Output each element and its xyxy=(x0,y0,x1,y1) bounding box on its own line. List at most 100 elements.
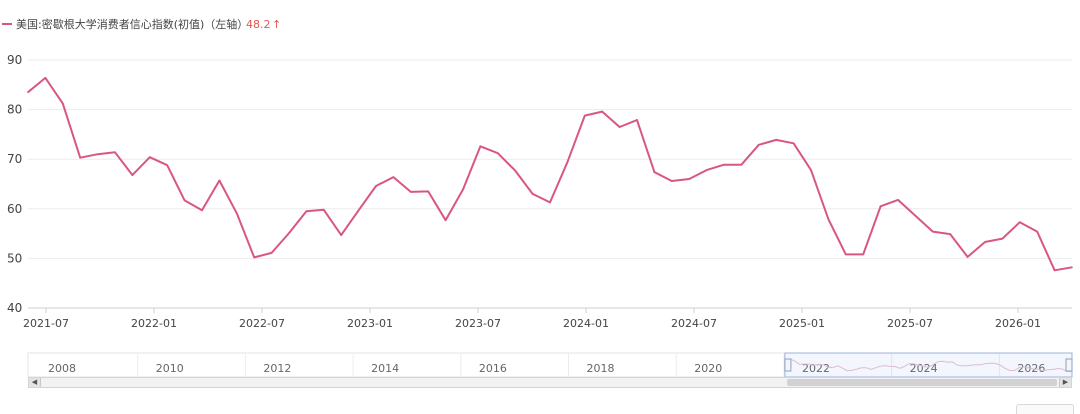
data-point[interactable] xyxy=(1019,221,1021,223)
data-point[interactable] xyxy=(27,91,29,94)
data-point[interactable] xyxy=(183,199,186,202)
legend-latest-value: 48.2 xyxy=(246,18,271,31)
legend-series-label[interactable]: 美国:密歇根大学消费者信心指数(初值)（左轴） xyxy=(16,17,248,31)
data-point[interactable] xyxy=(427,190,430,193)
data-point[interactable] xyxy=(775,139,777,141)
y-tick-label: 80 xyxy=(7,103,22,117)
navigator-year-label: 2018 xyxy=(587,362,615,375)
data-point[interactable] xyxy=(601,110,603,113)
data-point[interactable] xyxy=(653,171,656,173)
data-point[interactable] xyxy=(984,241,986,243)
data-point[interactable] xyxy=(636,119,638,121)
x-axis: 2021-07 2022-01 2022-07 2023-01 2023-07 2024-… xyxy=(23,308,1041,330)
data-point[interactable] xyxy=(166,164,168,166)
data-point[interactable] xyxy=(549,201,551,204)
bottom-tab[interactable] xyxy=(1016,404,1074,414)
data-point[interactable] xyxy=(758,144,760,146)
scroll-right-arrow-icon[interactable]: ▶ xyxy=(1059,378,1071,387)
data-point[interactable] xyxy=(932,230,934,233)
series-line[interactable] xyxy=(27,76,1073,272)
data-point[interactable] xyxy=(879,205,882,208)
data-point[interactable] xyxy=(618,126,621,128)
data-point[interactable] xyxy=(723,163,725,166)
y-tick-label: 90 xyxy=(7,53,22,67)
y-tick-label: 50 xyxy=(7,251,22,265)
legend[interactable]: 美国:密歇根大学消费者信心指数(初值)（左轴） 48.2 ↑ xyxy=(2,17,281,31)
data-point[interactable] xyxy=(514,169,516,172)
navigator[interactable]: 2008 2010 2012 2014 2016 2018 2020 2022 2024 2026 xyxy=(27,352,1073,378)
navigator-frame xyxy=(27,352,1073,378)
data-point[interactable] xyxy=(375,185,377,187)
x-tick-label: 2022-01 xyxy=(131,317,177,330)
navigator-year-label: 2024 xyxy=(910,362,938,375)
y-axis-ticks: 40 50 60 70 80 90 xyxy=(7,53,22,315)
data-point[interactable] xyxy=(357,209,360,212)
y-tick-label: 60 xyxy=(7,202,22,216)
data-point[interactable] xyxy=(270,252,273,254)
navigator-year-label: 2012 xyxy=(263,362,291,375)
data-point[interactable] xyxy=(914,214,917,217)
data-point[interactable] xyxy=(1036,230,1038,233)
navigator-scrollbar[interactable]: ◀ ▶ xyxy=(28,377,1072,388)
data-point[interactable] xyxy=(236,212,238,215)
x-tick-label: 2024-01 xyxy=(563,317,609,330)
data-point[interactable] xyxy=(131,174,134,176)
x-tick-label: 2022-07 xyxy=(239,317,285,330)
data-point[interactable] xyxy=(531,193,534,195)
data-point[interactable] xyxy=(410,191,412,193)
navigator-handle[interactable] xyxy=(784,358,792,372)
data-point[interactable] xyxy=(62,102,64,105)
navigator-year-label: 2008 xyxy=(48,362,76,375)
data-point[interactable] xyxy=(1001,237,1004,240)
series-layer[interactable] xyxy=(27,76,1073,272)
data-point[interactable] xyxy=(444,219,447,222)
data-point[interactable] xyxy=(96,153,99,156)
data-point[interactable] xyxy=(79,156,81,159)
data-point[interactable] xyxy=(566,161,569,163)
data-point[interactable] xyxy=(497,152,499,155)
data-point[interactable] xyxy=(1053,269,1056,272)
data-point[interactable] xyxy=(827,218,830,221)
x-tick-label: 2023-01 xyxy=(347,317,393,330)
data-point[interactable] xyxy=(862,253,864,256)
gridlines xyxy=(28,59,1072,309)
x-tick-label: 2025-01 xyxy=(779,317,825,330)
data-point[interactable] xyxy=(305,210,308,213)
data-point[interactable] xyxy=(584,114,586,117)
data-point[interactable] xyxy=(949,233,951,235)
data-point[interactable] xyxy=(688,178,690,180)
data-point[interactable] xyxy=(705,169,708,171)
data-point[interactable] xyxy=(810,169,812,171)
data-point[interactable] xyxy=(1071,266,1073,269)
data-point[interactable] xyxy=(149,156,151,159)
data-point[interactable] xyxy=(340,234,343,236)
data-point[interactable] xyxy=(845,253,847,256)
data-point[interactable] xyxy=(323,208,325,211)
x-tick-label: 2025-07 xyxy=(887,317,933,330)
navigator-mini-series xyxy=(784,358,1073,373)
data-point[interactable] xyxy=(201,209,203,212)
data-point[interactable] xyxy=(288,232,290,234)
data-point[interactable] xyxy=(218,179,221,182)
x-tick-label: 2021-07 xyxy=(23,317,69,330)
scroll-left-arrow-icon[interactable]: ◀ xyxy=(29,378,41,387)
data-point[interactable] xyxy=(114,151,116,154)
data-point[interactable] xyxy=(966,256,969,258)
scrollbar-thumb[interactable] xyxy=(787,379,1057,386)
y-tick-label: 40 xyxy=(7,301,22,315)
data-point[interactable] xyxy=(392,176,395,178)
data-point[interactable] xyxy=(479,145,482,148)
navigator-year-label: 2014 xyxy=(371,362,399,375)
data-point[interactable] xyxy=(897,199,899,201)
data-point[interactable] xyxy=(44,77,47,79)
data-point[interactable] xyxy=(792,142,795,145)
data-point[interactable] xyxy=(253,256,255,259)
navigator-selection[interactable] xyxy=(784,352,1073,378)
data-point[interactable] xyxy=(671,180,673,182)
data-point[interactable] xyxy=(462,188,464,191)
x-tick-label: 2023-07 xyxy=(455,317,501,330)
x-tick-label: 2024-07 xyxy=(671,317,717,330)
data-point[interactable] xyxy=(740,163,743,166)
navigator-handle[interactable] xyxy=(1065,358,1073,372)
